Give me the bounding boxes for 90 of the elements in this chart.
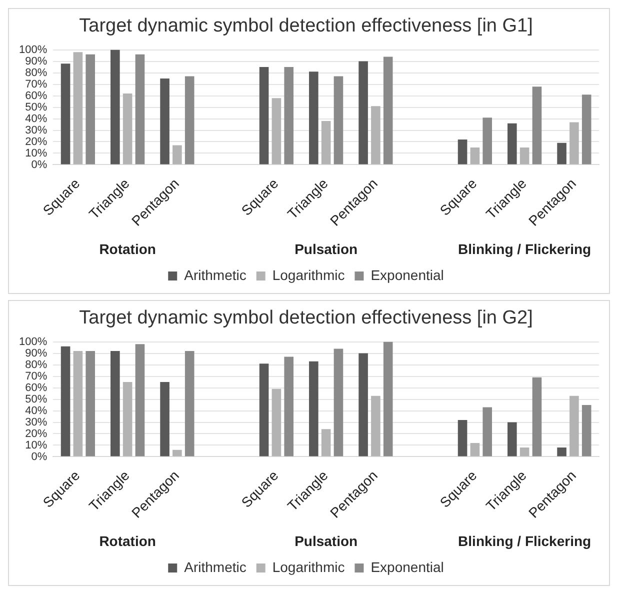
- bar: [470, 442, 480, 456]
- bar: [508, 123, 517, 164]
- bar: [160, 78, 170, 164]
- bar: [135, 54, 145, 164]
- bar: [172, 450, 182, 456]
- y-tick-label: 10%: [25, 147, 48, 160]
- y-tick-label: 10%: [25, 439, 48, 452]
- text: Rotation: [99, 240, 156, 257]
- y-tick-label: 90%: [25, 55, 48, 68]
- y-tick-label: 100%: [18, 44, 48, 56]
- bar: [383, 56, 393, 164]
- bar: [570, 396, 579, 456]
- y-tick-label: 50%: [25, 101, 48, 114]
- text: Pulsation: [294, 240, 358, 257]
- bar: [570, 122, 579, 164]
- bar: [532, 377, 542, 456]
- text: Pulsation: [294, 532, 358, 549]
- bar: [371, 106, 380, 164]
- bar: [520, 147, 530, 164]
- y-tick-label: 60%: [25, 382, 48, 394]
- y-tick-label: 90%: [25, 347, 48, 360]
- bar: [272, 388, 282, 456]
- bar: [470, 147, 480, 164]
- bar: [86, 350, 96, 456]
- chart-title: Target dynamic symbol detection effectiveness [in G1]: [79, 16, 533, 37]
- bar: [520, 448, 530, 456]
- y-tick-label: 50%: [25, 393, 48, 406]
- bar: [184, 76, 194, 164]
- bar: [532, 86, 542, 164]
- bar: [259, 364, 269, 456]
- bar: [73, 52, 83, 164]
- y-tick-label: 70%: [25, 78, 48, 90]
- bar: [383, 342, 393, 456]
- y-tick-label: 40%: [25, 112, 48, 125]
- bar: [122, 93, 132, 164]
- bar: [458, 139, 468, 164]
- y-tick-label: 30%: [25, 124, 48, 136]
- bar: [172, 145, 182, 164]
- legend-label: Logarithmic: [272, 558, 345, 575]
- bar: [309, 361, 318, 456]
- text: Blinking / Flickering: [458, 240, 592, 257]
- bar: [122, 382, 132, 456]
- bar: [272, 98, 282, 164]
- bar: [358, 61, 368, 164]
- bar: [508, 422, 517, 456]
- y-tick-label: 0%: [31, 158, 48, 171]
- bar: [160, 382, 170, 456]
- legend-label: Logarithmic: [272, 266, 345, 283]
- bar: [334, 348, 344, 456]
- bar: [259, 67, 269, 164]
- y-tick-label: 100%: [18, 336, 48, 348]
- chart-title: Target dynamic symbol detection effectiveness [in G2]: [79, 308, 533, 329]
- bar: [458, 420, 468, 456]
- bar: [309, 72, 318, 164]
- y-tick-label: 0%: [31, 450, 48, 463]
- bar: [321, 121, 331, 164]
- text: Blinking / Flickering: [458, 532, 592, 549]
- bar: [284, 356, 294, 456]
- bar: [321, 429, 331, 456]
- bar: [60, 64, 70, 164]
- bar: [184, 350, 194, 456]
- bar: [60, 346, 70, 456]
- y-tick-label: 60%: [25, 90, 48, 102]
- y-tick-label: 80%: [25, 358, 48, 371]
- y-tick-label: 20%: [25, 136, 48, 148]
- bar: [334, 76, 344, 164]
- text: Rotation: [99, 532, 156, 549]
- legend-label: Arithmetic: [184, 266, 246, 283]
- bar: [557, 448, 566, 456]
- bar: [110, 50, 120, 164]
- y-tick-label: 30%: [25, 416, 48, 428]
- bar: [135, 344, 145, 456]
- legend-label: Exponential: [370, 558, 444, 575]
- bar: [371, 396, 380, 456]
- y-tick-label: 80%: [25, 66, 48, 79]
- y-tick-label: 40%: [25, 404, 48, 417]
- y-tick-label: 20%: [25, 428, 48, 440]
- legend-label: Exponential: [370, 266, 444, 283]
- y-tick-label: 70%: [25, 370, 48, 382]
- bar: [110, 350, 120, 456]
- bar: [482, 118, 492, 164]
- bar: [482, 407, 492, 456]
- bar: [582, 94, 592, 164]
- bar: [557, 142, 566, 164]
- bar: [284, 67, 294, 164]
- bar: [73, 350, 83, 456]
- bar: [86, 54, 96, 164]
- bar: [582, 405, 592, 456]
- bar: [358, 353, 368, 456]
- legend-label: Arithmetic: [184, 558, 246, 575]
